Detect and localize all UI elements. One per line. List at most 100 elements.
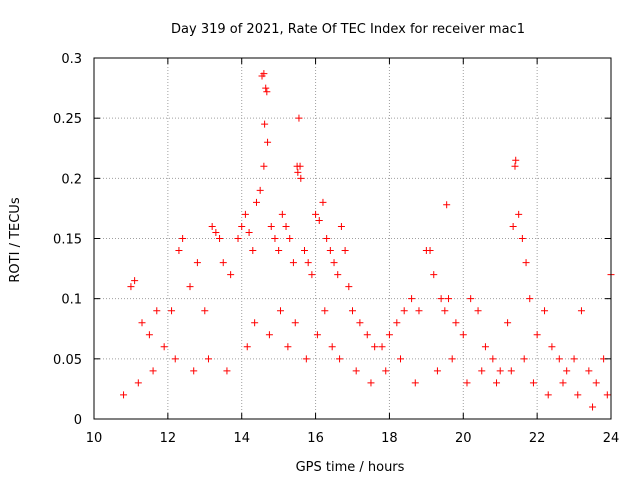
- y-tick-label: 0.3: [61, 52, 82, 67]
- data-point: [330, 259, 338, 267]
- data-point: [445, 295, 453, 303]
- data-point: [592, 379, 600, 387]
- data-point: [511, 162, 519, 170]
- x-tick-label: 22: [529, 431, 546, 446]
- data-point: [286, 235, 294, 242]
- data-point: [493, 379, 501, 387]
- data-point: [275, 247, 283, 255]
- data-point: [559, 379, 567, 387]
- data-point: [263, 88, 271, 96]
- data-point: [313, 331, 321, 339]
- data-point: [241, 210, 249, 218]
- x-tick-label: 16: [307, 431, 324, 446]
- data-point: [193, 259, 201, 267]
- data-point: [509, 222, 517, 230]
- data-point: [463, 379, 471, 387]
- x-tick-label: 10: [86, 431, 103, 446]
- data-point: [131, 277, 139, 285]
- data-point: [328, 343, 336, 351]
- data-point: [243, 343, 251, 351]
- data-point: [603, 391, 611, 399]
- data-point: [295, 114, 303, 122]
- data-point: [367, 379, 375, 387]
- data-point: [336, 355, 344, 363]
- x-tick-label: 20: [455, 431, 472, 446]
- data-point: [252, 198, 260, 206]
- data-point: [134, 379, 142, 387]
- data-point: [227, 271, 235, 279]
- data-point: [478, 367, 486, 375]
- data-point: [223, 367, 231, 375]
- data-point: [585, 367, 593, 375]
- data-point: [437, 295, 445, 303]
- data-point: [371, 343, 379, 351]
- data-point: [278, 210, 286, 218]
- x-axis-label: GPS time / hours: [296, 460, 405, 475]
- data-point: [168, 307, 176, 315]
- data-point: [433, 367, 441, 375]
- data-point: [397, 355, 405, 363]
- data-point: [515, 210, 523, 218]
- data-point: [251, 319, 259, 327]
- data-point: [216, 235, 224, 242]
- data-point: [208, 222, 216, 230]
- data-point: [145, 331, 153, 339]
- axis-ticks: [93, 57, 612, 420]
- y-tick-label: 0: [74, 413, 82, 428]
- y-axis-label: ROTI / TECUs: [8, 197, 23, 282]
- data-points: [120, 70, 615, 411]
- data-point: [271, 235, 279, 242]
- data-point: [219, 259, 227, 267]
- data-point: [363, 331, 371, 339]
- data-point: [289, 259, 297, 267]
- data-point: [441, 307, 449, 315]
- data-point: [171, 355, 179, 363]
- x-tick-labels: 10 12 14 16 18 20 22 24: [86, 431, 620, 446]
- data-point: [544, 391, 552, 399]
- x-tick-label: 14: [233, 431, 250, 446]
- data-point: [262, 84, 270, 92]
- data-point: [276, 307, 284, 315]
- data-point: [319, 198, 327, 206]
- y-tick-label: 0.25: [53, 112, 82, 127]
- data-point: [261, 120, 269, 128]
- data-point: [349, 307, 356, 315]
- data-point: [323, 235, 331, 242]
- data-point: [452, 319, 460, 327]
- x-tick-label: 18: [381, 431, 398, 446]
- data-point: [120, 391, 128, 399]
- data-point: [385, 331, 393, 339]
- data-point: [300, 247, 308, 255]
- data-point: [308, 271, 316, 279]
- data-point: [393, 319, 401, 327]
- data-point: [186, 283, 194, 291]
- data-point: [302, 355, 310, 363]
- data-point: [577, 307, 585, 315]
- data-point: [284, 343, 292, 351]
- y-tick-label: 0.2: [61, 172, 82, 187]
- data-point: [443, 201, 451, 209]
- data-point: [282, 222, 290, 230]
- data-point: [430, 271, 438, 279]
- data-point: [201, 307, 209, 315]
- data-point: [249, 247, 257, 255]
- data-point: [411, 379, 419, 387]
- data-point: [315, 216, 323, 224]
- data-point: [352, 367, 360, 375]
- y-tick-label: 0.15: [53, 233, 82, 248]
- data-point: [467, 295, 475, 303]
- data-point: [378, 343, 386, 351]
- data-point: [548, 343, 556, 351]
- data-point: [448, 355, 456, 363]
- data-point: [297, 174, 305, 182]
- data-point: [260, 162, 268, 170]
- data-point: [481, 343, 489, 351]
- data-point: [341, 247, 349, 255]
- y-tick-label: 0.05: [53, 353, 82, 368]
- data-point: [529, 379, 537, 387]
- data-point: [504, 319, 512, 327]
- data-point: [175, 247, 183, 255]
- data-point: [265, 331, 273, 339]
- data-point: [234, 235, 242, 242]
- data-point: [459, 331, 467, 339]
